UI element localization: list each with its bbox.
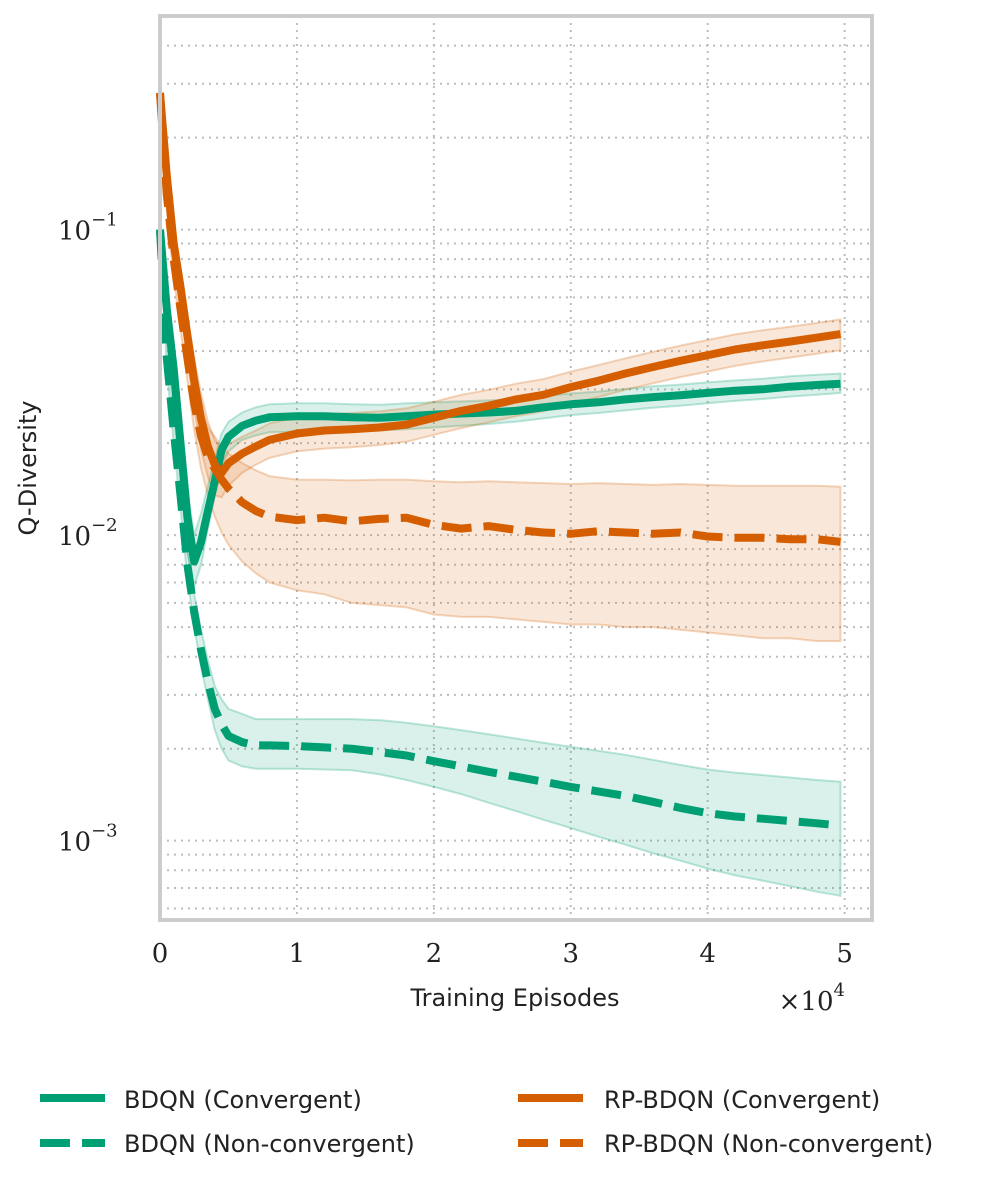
x-multiplier-base: ×10: [779, 987, 834, 1017]
band-bdqn-non-convergent: [159, 223, 842, 897]
x-tick-label-1: 1: [289, 939, 306, 969]
x-tick-label-5: 5: [836, 939, 853, 969]
x-tick-label-3: 3: [562, 939, 579, 969]
line-rp-bdqn-non-convergent: [156, 92, 841, 546]
band-rp-bdqn-convergent: [159, 83, 842, 499]
x-tick-label-4: 4: [699, 939, 716, 969]
y-axis-label: Q-Diversity: [14, 401, 42, 536]
line-bdqn-non-convergent: [156, 229, 841, 830]
plot-frame: [158, 14, 874, 922]
line-bdqn-convergent: [156, 229, 841, 566]
x-tick-label-2: 2: [426, 939, 443, 969]
confidence-bands: [159, 83, 842, 897]
x-axis-multiplier: ×104: [779, 980, 845, 1017]
legend-label-bdqn-non-convergent: BDQN (Non-convergent): [124, 1130, 415, 1158]
legend-label-bdqn-convergent: BDQN (Convergent): [124, 1086, 362, 1114]
x-axis-label: Training Episodes: [409, 984, 619, 1012]
band-rp-bdqn-non-convergent: [159, 83, 842, 643]
x-tick-labels: 0 1 2 3 4 5: [152, 939, 853, 969]
series-lines: [156, 92, 842, 830]
y-tick-label-0: 10−1: [58, 210, 118, 247]
legend-label-rp-bdqn-non-convergent: RP-BDQN (Non-convergent): [604, 1130, 933, 1158]
legend: BDQN (Convergent) BDQN (Non-convergent) …: [40, 1086, 933, 1158]
x-multiplier-exp: 4: [834, 980, 845, 1001]
x-tick-label-0: 0: [152, 939, 169, 969]
y-tick-label-1: 10−2: [58, 515, 118, 552]
y-tick-label-2: 10−3: [58, 821, 118, 858]
y-tick-labels: 10−1 10−2 10−3: [58, 210, 118, 858]
legend-label-rp-bdqn-convergent: RP-BDQN (Convergent): [604, 1086, 880, 1114]
